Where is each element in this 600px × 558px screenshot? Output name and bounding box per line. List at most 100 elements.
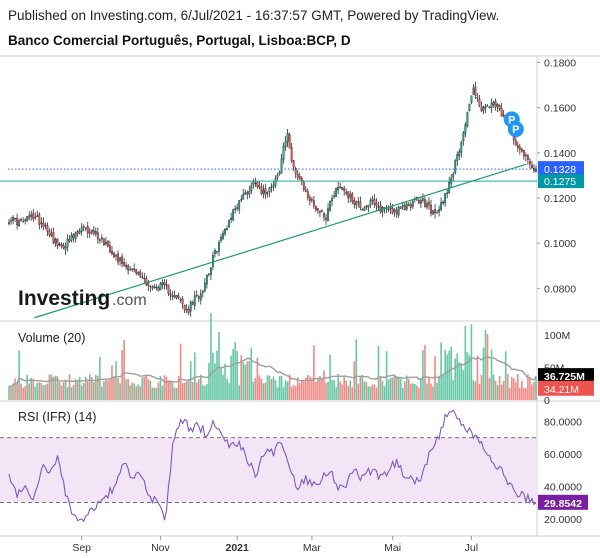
volume-bar — [514, 382, 517, 400]
volume-ma-line — [8, 355, 537, 388]
volume-bar — [323, 370, 325, 400]
candle — [145, 278, 148, 285]
volume-bar — [276, 387, 279, 400]
candle — [28, 215, 31, 219]
candle — [353, 200, 356, 205]
volume-bar — [428, 377, 430, 400]
volume-bar — [165, 376, 168, 400]
candle — [94, 231, 97, 235]
candle — [454, 160, 457, 174]
candle — [393, 209, 396, 212]
candle — [468, 103, 471, 112]
candle — [286, 133, 289, 142]
candle — [165, 284, 168, 286]
candle — [252, 181, 255, 185]
volume-bar — [66, 387, 69, 400]
candle — [282, 145, 285, 160]
volume-bar — [264, 382, 267, 400]
volume-bar — [298, 383, 301, 400]
volume-bar — [430, 383, 432, 400]
volume-bar — [62, 382, 65, 400]
volume-bar — [238, 385, 240, 400]
volume-bar — [496, 384, 499, 400]
volume-bar — [90, 377, 93, 400]
candle — [52, 232, 55, 243]
volume-bar — [224, 363, 226, 400]
volume-bar — [153, 387, 156, 400]
candle — [520, 149, 523, 152]
volume-bar — [86, 380, 89, 400]
candle — [373, 199, 376, 205]
volume-bar — [305, 377, 307, 400]
volume-bar — [12, 383, 14, 400]
volume-bar — [175, 387, 178, 400]
candle — [294, 168, 297, 174]
volume-bar — [54, 375, 57, 400]
volume-bar — [300, 380, 303, 400]
candle — [387, 208, 390, 210]
candle — [258, 185, 261, 188]
volume-bar — [347, 385, 350, 400]
candle — [389, 206, 392, 209]
candle — [288, 134, 291, 149]
candle — [167, 284, 170, 294]
volume-bar — [290, 386, 293, 400]
candle — [363, 207, 366, 211]
volume-bar — [44, 384, 47, 400]
volume-bar — [117, 377, 119, 400]
time-tick-label: Mai — [384, 542, 401, 554]
candle — [143, 277, 146, 280]
volume-bar — [74, 379, 77, 400]
candle — [440, 202, 443, 210]
rsi-band — [0, 437, 537, 503]
volume-bar — [424, 345, 426, 400]
volume-bar — [377, 345, 380, 400]
candle — [526, 155, 529, 160]
candle — [14, 218, 16, 220]
candle — [242, 193, 245, 200]
volume-bar — [84, 376, 87, 400]
volume-last-tag-label: 34.21M — [544, 384, 579, 396]
candle — [44, 224, 47, 226]
candle — [220, 236, 222, 241]
candle — [193, 295, 196, 306]
candle — [135, 269, 138, 274]
candle — [66, 238, 69, 248]
volume-bar — [38, 382, 41, 400]
volume-bar — [381, 381, 384, 400]
volume-bar — [466, 351, 469, 400]
volume-bar — [26, 374, 28, 400]
candle — [76, 231, 79, 234]
candle — [331, 197, 333, 202]
volume-bar — [521, 380, 523, 400]
volume-bar — [268, 375, 271, 400]
candle — [12, 216, 14, 221]
candle — [462, 132, 465, 142]
volume-bar — [119, 383, 121, 400]
volume-bar — [109, 378, 111, 400]
candle — [10, 220, 12, 222]
volume-bar — [145, 374, 148, 400]
volume-bar — [353, 361, 356, 400]
candle — [488, 107, 491, 109]
volume-bar — [296, 377, 299, 400]
candle — [56, 238, 59, 246]
candle — [228, 220, 231, 228]
candle — [314, 206, 317, 211]
candle — [365, 206, 368, 208]
volume-bar — [407, 379, 410, 400]
volume-bar — [149, 380, 152, 400]
volume-bar — [270, 379, 273, 400]
marker-label: P — [508, 114, 515, 126]
volume-bar — [181, 382, 184, 400]
candle — [212, 255, 214, 267]
candle — [256, 181, 259, 188]
volume-bar — [101, 386, 103, 400]
volume-bar — [139, 386, 142, 400]
volume-bar — [502, 380, 505, 400]
candle — [290, 147, 293, 162]
volume-bar — [292, 384, 295, 400]
volume-bar — [183, 382, 186, 400]
volume-bar — [389, 377, 392, 400]
candle — [401, 205, 404, 207]
